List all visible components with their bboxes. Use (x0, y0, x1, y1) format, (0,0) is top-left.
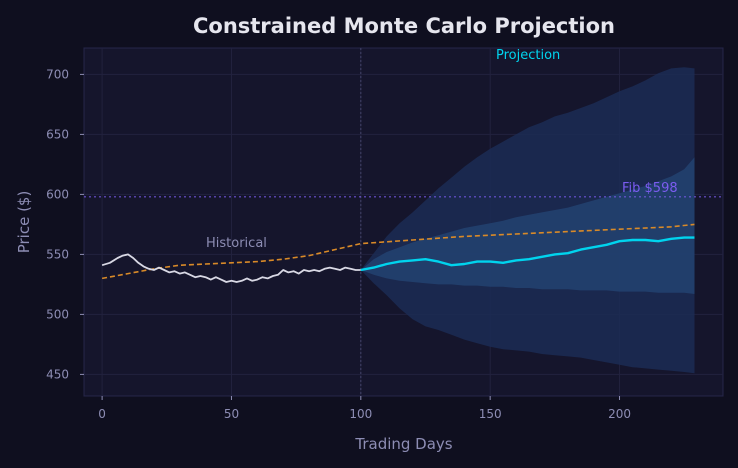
y-tick-label: 500 (46, 307, 69, 321)
x-tick-label: 0 (98, 407, 106, 421)
fib-annotation: Fib $598 (622, 181, 678, 196)
projection-median-line (360, 236, 695, 272)
projection-annotation: Projection (496, 48, 560, 63)
trend-line (101, 223, 695, 280)
series-lines (84, 48, 723, 396)
y-axis-label: Price ($) (15, 191, 33, 254)
inner-confidence-band (360, 157, 695, 294)
y-tick-label: 450 (46, 367, 69, 381)
x-tick-label: 200 (608, 407, 631, 421)
x-tick-label: 50 (224, 407, 239, 421)
historical-annotation: Historical (206, 236, 267, 251)
y-tick-label: 550 (46, 247, 69, 261)
x-axis-label: Trading Days (354, 435, 452, 453)
x-tick-label: 150 (479, 407, 502, 421)
y-tick-label: 600 (46, 187, 69, 201)
confidence-bands (360, 67, 695, 374)
historical-line (101, 253, 361, 283)
y-tick-label: 700 (46, 67, 69, 81)
chart-title: Constrained Monte Carlo Projection (193, 14, 615, 38)
y-tick-label: 650 (46, 127, 69, 141)
x-tick-label: 100 (349, 407, 372, 421)
tick-labels: 0 50 100 150 200 450 500 550 600 650 700 (46, 67, 631, 421)
